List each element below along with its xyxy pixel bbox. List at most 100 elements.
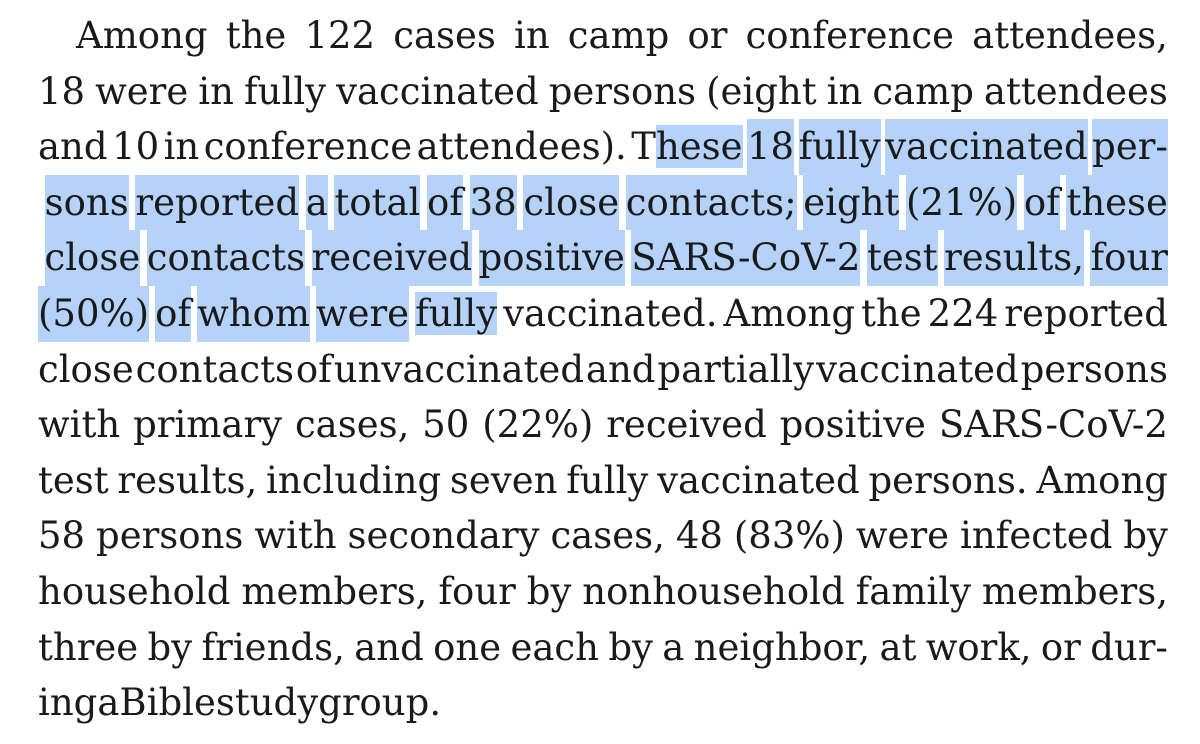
word: the	[861, 291, 922, 335]
word: partially	[657, 347, 815, 391]
word: 38	[469, 174, 517, 231]
word: reported	[1004, 291, 1168, 335]
word: nonhousehold	[582, 569, 845, 613]
word: infected	[959, 514, 1113, 558]
word: 224	[927, 291, 999, 335]
word: Among	[723, 291, 856, 335]
word: sons	[44, 174, 129, 231]
word: vaccinated	[657, 458, 860, 502]
text-line: and 10 in conference attendees). These 18 fully…	[38, 119, 1168, 175]
text-line: household members, four by nonhousehold famil…	[38, 564, 1168, 620]
text-line: with primary cases, 50 (22%) received positive…	[38, 397, 1168, 453]
word: ing	[38, 681, 98, 725]
word: or	[687, 14, 728, 57]
word: 48	[675, 514, 723, 558]
word: fully	[798, 119, 881, 175]
word: 10	[112, 125, 160, 169]
word: These	[631, 125, 743, 169]
word: persons	[1020, 347, 1168, 391]
word: (83%)	[733, 514, 845, 558]
text-line: Among the 122 cases in camp or conference attend…	[38, 8, 1168, 64]
body-paragraph[interactable]: Among the 122 cases in camp or conference attend…	[38, 8, 1168, 731]
word: attendees).	[416, 125, 627, 169]
word: secondary	[347, 514, 540, 558]
word: vaccinated	[885, 119, 1088, 175]
word: contacts;	[625, 174, 797, 231]
word: persons	[548, 69, 697, 113]
word: dur-	[1090, 625, 1168, 669]
word: positive	[478, 230, 625, 286]
text-line: 18 were in fully vaccinated persons (eight in ca…	[38, 64, 1168, 120]
word: by	[526, 569, 572, 613]
word: total	[334, 174, 421, 231]
word: these	[1066, 174, 1168, 231]
word: members,	[241, 569, 428, 613]
word: vaccinated	[816, 347, 1019, 391]
word: cases,	[294, 403, 410, 447]
word: with	[38, 403, 121, 447]
word: reported	[135, 174, 300, 231]
word: unvaccinated	[333, 347, 585, 391]
word: and	[354, 625, 424, 669]
word: each	[510, 625, 599, 669]
word: a	[305, 174, 328, 231]
word: members,	[981, 569, 1168, 613]
word: four	[1090, 230, 1168, 286]
word: and	[585, 347, 656, 391]
word: of	[155, 285, 192, 342]
word: with	[254, 514, 337, 558]
word: household	[38, 569, 231, 613]
word: of	[295, 347, 332, 391]
word: (eight	[706, 69, 817, 113]
word: vaccinated	[336, 69, 539, 113]
word: camp	[872, 69, 974, 113]
text-line: (50%) of whom were fully vaccinated. Among the 2…	[38, 285, 1168, 342]
word: fully	[566, 458, 649, 502]
text-line: ing a Bible study group.	[38, 675, 1168, 731]
word: (22%)	[482, 403, 594, 447]
word: close	[44, 230, 141, 286]
word: in	[514, 14, 550, 57]
word: whom	[197, 285, 310, 342]
word: and	[38, 125, 108, 169]
word: results,	[117, 458, 258, 502]
word: 122	[304, 14, 376, 57]
word: camp	[567, 14, 670, 57]
word: close	[523, 174, 620, 231]
word: contacts	[135, 347, 294, 391]
word: eight	[803, 174, 900, 231]
text-line: close contacts of unvaccinated and partially v…	[38, 342, 1168, 398]
word: conference	[203, 125, 413, 169]
word: 18	[747, 119, 795, 175]
word: by	[608, 625, 653, 669]
word: fully	[243, 69, 327, 113]
word: Among	[76, 14, 208, 57]
word: in	[163, 125, 200, 169]
word: in	[826, 69, 863, 113]
text-line: 58 persons with secondary cases, 48 (83%) were i…	[38, 508, 1168, 564]
word: including	[266, 458, 442, 502]
text-line: three by friends, and one each by a neighbor, at w…	[38, 620, 1168, 676]
word: Among	[1036, 458, 1168, 502]
word: (21%)	[906, 174, 1018, 231]
word: the	[225, 14, 287, 57]
word: per-	[1092, 119, 1168, 175]
text-line: test results, including seven fully vaccinate…	[38, 453, 1168, 509]
word: in	[198, 69, 234, 113]
word: were	[855, 514, 950, 558]
word: received	[606, 403, 767, 447]
word: cases	[393, 14, 496, 57]
word: by	[1123, 514, 1168, 558]
word: fully	[415, 291, 498, 335]
word: neighbor,	[693, 625, 871, 669]
word: positive	[779, 403, 926, 447]
word: attendees	[983, 69, 1168, 113]
word: family	[855, 569, 971, 613]
word: one	[433, 625, 502, 669]
word: a	[97, 681, 120, 725]
word: primary	[133, 403, 283, 447]
word: were	[95, 69, 189, 113]
word: or	[1040, 625, 1081, 669]
word: received	[311, 230, 473, 286]
word: of	[1023, 174, 1060, 231]
